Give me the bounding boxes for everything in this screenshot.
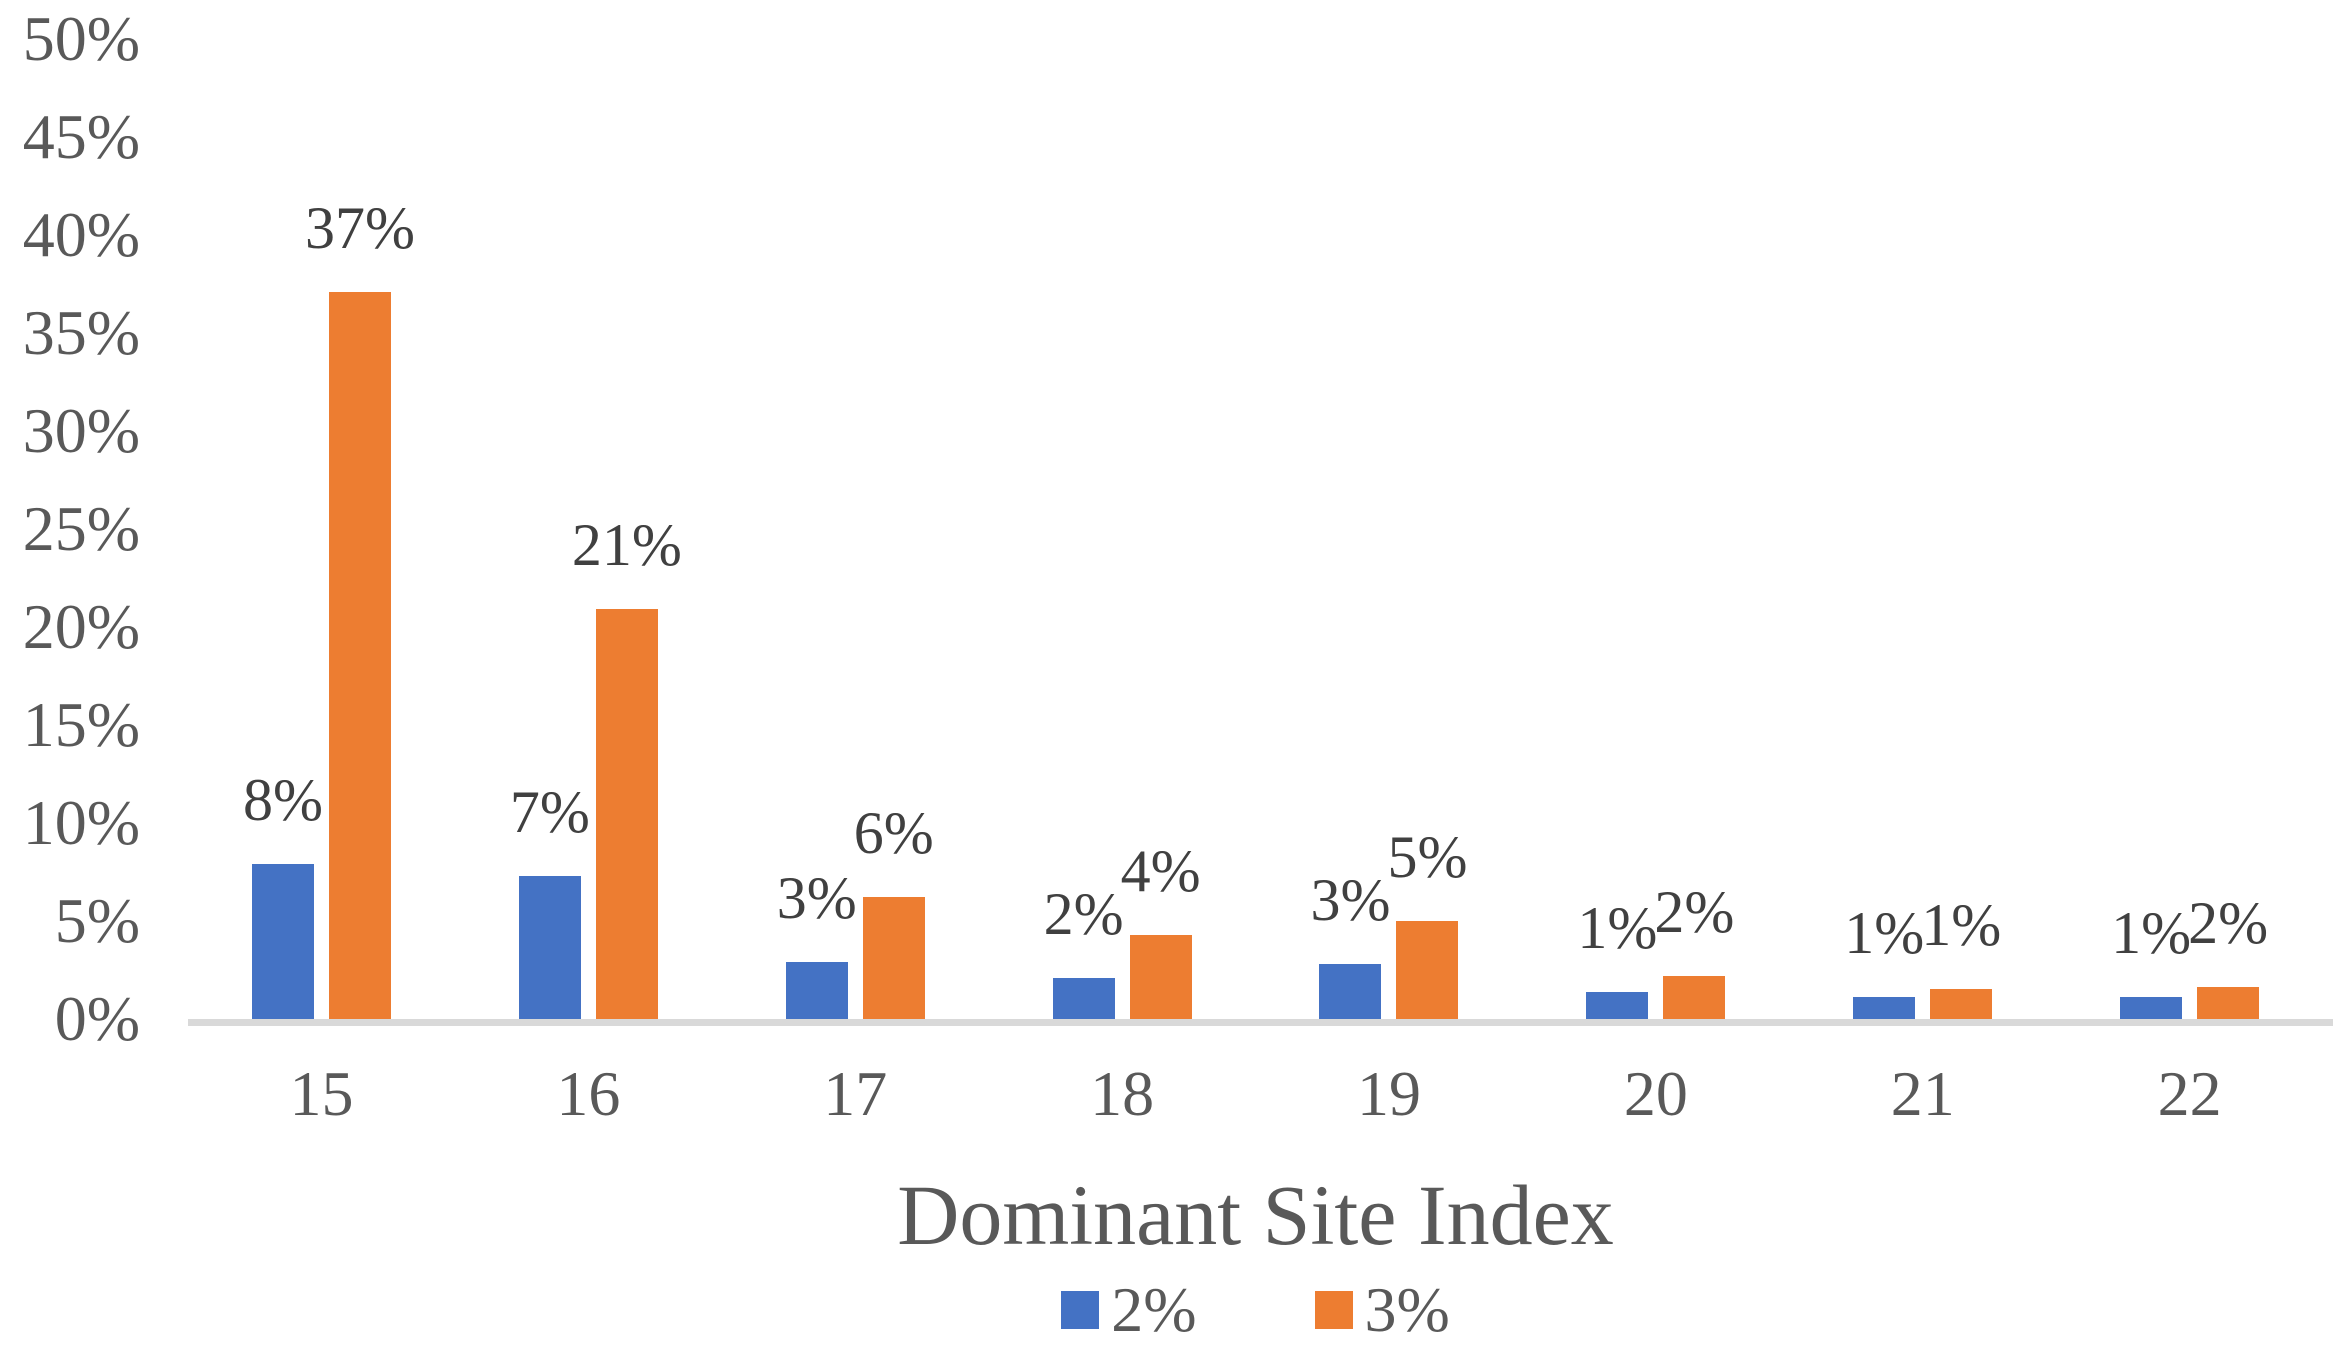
bar-value-label: 5% <box>1387 824 1468 890</box>
x-axis: 15 16 17 18 19 20 21 22 <box>188 1062 2323 1126</box>
bar-3pct-20[interactable]: 2% <box>1654 882 1734 1019</box>
bar-value-label: 2% <box>1043 880 1124 947</box>
legend: 2% 3% <box>188 1278 2323 1342</box>
legend-swatch-blue <box>1061 1291 1100 1329</box>
x-tick-label-18: 18 <box>1090 1058 1155 1129</box>
y-tick-label: 0% <box>54 983 140 1054</box>
bar-2pct-19[interactable]: 3% <box>1310 870 1390 1019</box>
y-tick-label: 35% <box>22 297 140 368</box>
bar-value-label: 1% <box>1577 894 1658 961</box>
x-tick-label-17: 17 <box>823 1058 888 1129</box>
x-tick-label-19: 19 <box>1356 1058 1421 1129</box>
bar-3pct-16[interactable]: 21% <box>572 515 682 1019</box>
bar-3pct-15[interactable]: 37% <box>305 198 415 1019</box>
bar-2pct-21[interactable]: 1% <box>1844 903 1924 1019</box>
x-axis-line <box>188 1019 2333 1026</box>
legend-item-3pct[interactable]: 3% <box>1314 1274 1450 1345</box>
bar-2pct-22[interactable]: 1% <box>2111 903 2191 1019</box>
bar-value-label: 2% <box>1654 878 1735 945</box>
x-axis-title: Dominant Site Index <box>897 1167 1614 1263</box>
y-axis: 50% 45% 40% 35% 30% 25% 20% 15% 10% 5% 0% <box>0 7 150 1051</box>
bar-value-label: 3% <box>1310 867 1391 934</box>
bar-group-18: 2% 4% <box>989 39 1256 1019</box>
bar-group-19: 3% 5% <box>1256 39 1523 1019</box>
bar-2pct-20[interactable]: 1% <box>1577 898 1657 1019</box>
bar-value-label: 7% <box>509 778 590 845</box>
x-tick-label-15: 15 <box>289 1058 354 1129</box>
bar-value-label: 2% <box>2188 889 2269 956</box>
bar-2pct-16[interactable]: 7% <box>510 782 590 1019</box>
bar-group-17: 3% 6% <box>722 39 989 1019</box>
y-tick-label: 30% <box>22 395 140 466</box>
bar-value-label: 21% <box>571 512 682 579</box>
legend-item-2pct[interactable]: 2% <box>1061 1274 1197 1345</box>
bar-group-16: 7% 21% <box>455 39 722 1019</box>
plot-area: 8% 37% 7% 21% 3% 6% 2% 4% 3% 5% 1% 2% 1% 1% 1% 2% <box>188 39 2323 1019</box>
x-tick-label-16: 16 <box>556 1058 621 1129</box>
bar-3pct-21[interactable]: 1% <box>1921 895 2001 1019</box>
y-tick-label: 25% <box>22 493 140 564</box>
bar-group-20: 1% 2% <box>1522 39 1789 1019</box>
bar-value-label: 6% <box>853 800 934 867</box>
legend-swatch-orange <box>1314 1291 1353 1329</box>
y-tick-label: 45% <box>22 101 140 172</box>
y-tick-label: 10% <box>22 787 140 858</box>
bar-3pct-18[interactable]: 4% <box>1121 841 1201 1019</box>
bar-value-label: 3% <box>776 865 857 932</box>
bar-2pct-17[interactable]: 3% <box>777 868 857 1019</box>
x-tick-label-20: 20 <box>1623 1058 1688 1129</box>
bar-value-label: 1% <box>1844 900 1925 967</box>
y-tick-label: 5% <box>54 885 140 956</box>
bar-group-21: 1% 1% <box>1789 39 2056 1019</box>
y-tick-label: 15% <box>22 689 140 760</box>
bar-group-15: 8% 37% <box>188 39 455 1019</box>
x-tick-label-22: 22 <box>2157 1058 2222 1129</box>
bar-value-label: 8% <box>242 767 323 834</box>
y-tick-label: 50% <box>22 3 140 74</box>
bar-3pct-19[interactable]: 5% <box>1387 827 1467 1019</box>
bar-value-label: 4% <box>1120 837 1201 904</box>
bar-3pct-17[interactable]: 6% <box>854 803 934 1019</box>
bar-value-label: 1% <box>1921 891 2002 958</box>
y-tick-label: 40% <box>22 199 140 270</box>
bar-3pct-22[interactable]: 2% <box>2188 893 2268 1019</box>
x-tick-label-21: 21 <box>1890 1058 1955 1129</box>
legend-label: 3% <box>1364 1274 1450 1345</box>
bar-value-label: 1% <box>2111 900 2192 967</box>
y-tick-label: 20% <box>22 591 140 662</box>
bar-2pct-15[interactable]: 8% <box>243 770 323 1019</box>
legend-label: 2% <box>1111 1274 1197 1345</box>
bar-group-22: 1% 2% <box>2056 39 2323 1019</box>
bar-value-label: 37% <box>304 194 415 261</box>
bar-2pct-18[interactable]: 2% <box>1044 884 1124 1019</box>
